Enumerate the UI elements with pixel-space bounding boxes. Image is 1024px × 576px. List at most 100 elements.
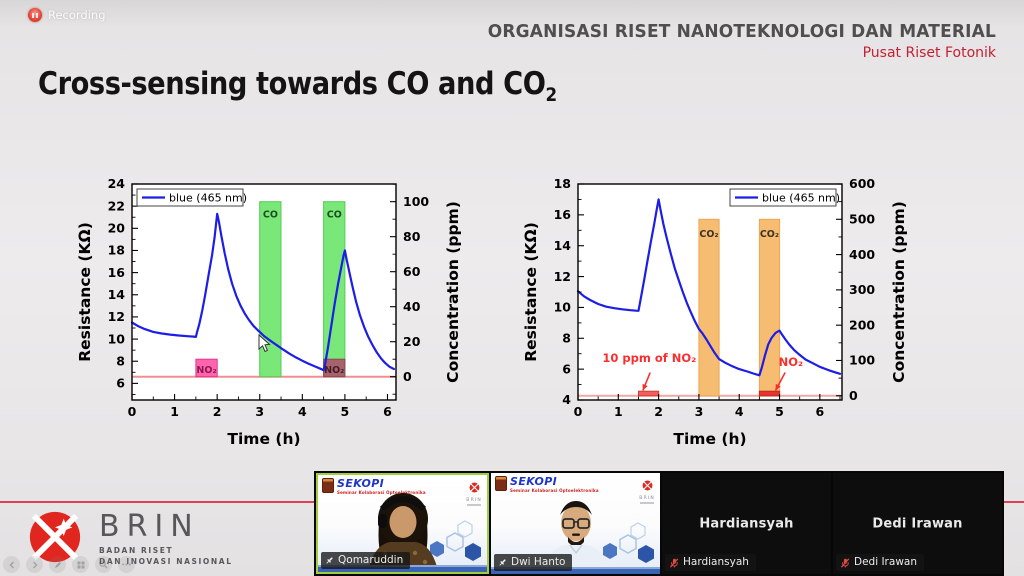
svg-text:1: 1: [614, 404, 623, 419]
svg-text:5: 5: [341, 404, 350, 419]
svg-text:500: 500: [849, 211, 875, 226]
slide-title: Cross-sensing towards CO and CO2: [38, 66, 557, 106]
svg-text:4: 4: [735, 404, 744, 419]
svg-text:NO₂: NO₂: [779, 355, 803, 369]
participant-name: Hardiansyah: [683, 556, 749, 569]
svg-text:14: 14: [554, 238, 572, 253]
slide-header: ORGANISASI RISET NANOTEKNOLOGI DAN MATER…: [472, 22, 996, 61]
svg-text:NO₂: NO₂: [324, 365, 344, 376]
svg-text:4: 4: [298, 404, 307, 419]
svg-text:CO: CO: [263, 209, 278, 220]
svg-text:4: 4: [562, 392, 571, 407]
svg-text:20: 20: [108, 221, 126, 236]
svg-text:Time (h): Time (h): [673, 430, 746, 448]
name-tag: Hardiansyah: [665, 554, 756, 571]
presenter-controls: [3, 556, 135, 573]
svg-text:10 ppm of NO₂: 10 ppm of NO₂: [602, 351, 696, 365]
pin-icon: [499, 559, 506, 566]
video-tile-dwi-hanto[interactable]: SEKOPI Seminar Kolaborasi Optoelektronik…: [491, 473, 660, 574]
svg-text:40: 40: [403, 299, 421, 314]
svg-text:8: 8: [562, 330, 571, 345]
svg-text:5: 5: [775, 404, 784, 419]
svg-text:18: 18: [554, 176, 571, 191]
participant-video-strip: SEKOPI Seminar Kolaborasi Optoelektronik…: [314, 471, 1004, 576]
slide-grid-button[interactable]: [72, 556, 89, 573]
pen-tool-button[interactable]: [49, 556, 66, 573]
svg-text:Concentration (ppm): Concentration (ppm): [444, 201, 462, 383]
svg-text:0: 0: [128, 404, 137, 419]
svg-text:24: 24: [108, 176, 126, 191]
svg-text:60: 60: [403, 264, 421, 279]
svg-text:16: 16: [554, 207, 572, 222]
svg-text:3: 3: [695, 404, 704, 419]
svg-text:100: 100: [849, 353, 875, 368]
brin-tagline-1: BADAN RISET: [99, 546, 174, 555]
brin-tagline-2: DAN INOVASI NASIONAL: [99, 556, 233, 566]
brin-mini-logo: BRIN: [466, 478, 482, 506]
video-tile-hardiansyah[interactable]: Hardiansyah Hardiansyah: [662, 473, 831, 574]
svg-text:CO₂: CO₂: [760, 229, 779, 240]
svg-text:Resistance (KΩ): Resistance (KΩ): [522, 222, 540, 362]
svg-text:8: 8: [116, 353, 125, 368]
brin-logo-icon: [29, 511, 81, 563]
recording-indicator[interactable]: Recording: [28, 8, 106, 22]
svg-text:300: 300: [849, 282, 875, 297]
sekopi-emblem-icon: [495, 476, 507, 491]
video-tile-qomaruddin[interactable]: SEKOPI Seminar Kolaborasi Optoelektronik…: [316, 473, 489, 574]
svg-text:blue (465 nm): blue (465 nm): [762, 192, 840, 205]
participant-name: Dwi Hanto: [511, 556, 566, 569]
participant-name-center: Hardiansyah: [699, 516, 794, 531]
svg-text:12: 12: [554, 269, 571, 284]
participant-name: Qomaruddin: [338, 554, 404, 567]
svg-text:20: 20: [403, 334, 421, 349]
recording-label: Recording: [48, 8, 106, 22]
recording-icon: [28, 8, 42, 22]
zoom-tool-button[interactable]: [95, 556, 112, 573]
name-tag: Dedi Irawan: [836, 554, 924, 571]
svg-text:3: 3: [255, 404, 264, 419]
svg-text:18: 18: [108, 243, 125, 258]
org-unit: Pusat Riset Fotonik: [862, 45, 996, 61]
pin-icon: [326, 557, 333, 564]
previous-slide-button[interactable]: [3, 556, 20, 573]
video-tile-dedi-irawan[interactable]: Dedi Irawan Dedi Irawan: [833, 473, 1002, 574]
brin-wordmark: BRIN: [99, 509, 200, 544]
more-options-button[interactable]: [118, 556, 135, 573]
svg-text:NO₂: NO₂: [196, 365, 216, 376]
svg-text:6: 6: [383, 404, 392, 419]
svg-text:10: 10: [108, 331, 126, 346]
svg-text:CO₂: CO₂: [699, 229, 718, 240]
svg-text:Time (h): Time (h): [227, 430, 300, 448]
name-tag: Dwi Hanto: [494, 554, 573, 571]
svg-text:CO: CO: [327, 209, 342, 220]
org-title: ORGANISASI RISET NANOTEKNOLOGI DAN MATER…: [487, 22, 996, 42]
brin-footer: BRIN BADAN RISET DAN INOVASI NASIONAL: [27, 509, 233, 568]
sekopi-emblem-icon: [322, 478, 334, 493]
participant-name: Dedi Irawan: [854, 556, 917, 569]
svg-text:6: 6: [562, 361, 571, 376]
svg-text:200: 200: [849, 317, 875, 332]
sekopi-logo: SEKOPI Seminar Kolaborasi Optoelektronik…: [495, 476, 599, 493]
name-tag: Qomaruddin: [321, 552, 411, 569]
svg-text:0: 0: [574, 404, 583, 419]
svg-text:80: 80: [403, 229, 421, 244]
svg-text:0: 0: [403, 369, 412, 384]
svg-text:Resistance (KΩ): Resistance (KΩ): [76, 222, 94, 362]
svg-text:14: 14: [108, 287, 126, 302]
mic-muted-icon: [669, 558, 679, 568]
svg-text:10: 10: [554, 300, 572, 315]
svg-text:blue (465 nm): blue (465 nm): [169, 192, 247, 205]
hexagon-decoration: [603, 522, 654, 563]
brin-mini-logo: BRIN: [639, 476, 655, 504]
sekopi-logo: SEKOPI Seminar Kolaborasi Optoelektronik…: [322, 478, 426, 495]
mic-muted-icon: [840, 558, 850, 568]
slide-title-subscript: 2: [545, 84, 557, 106]
next-slide-button[interactable]: [26, 556, 43, 573]
svg-text:6: 6: [815, 404, 824, 419]
svg-text:22: 22: [108, 198, 125, 213]
hexagon-decoration: [430, 520, 481, 561]
svg-text:2: 2: [213, 404, 222, 419]
svg-text:Concentration (ppm): Concentration (ppm): [890, 201, 908, 383]
